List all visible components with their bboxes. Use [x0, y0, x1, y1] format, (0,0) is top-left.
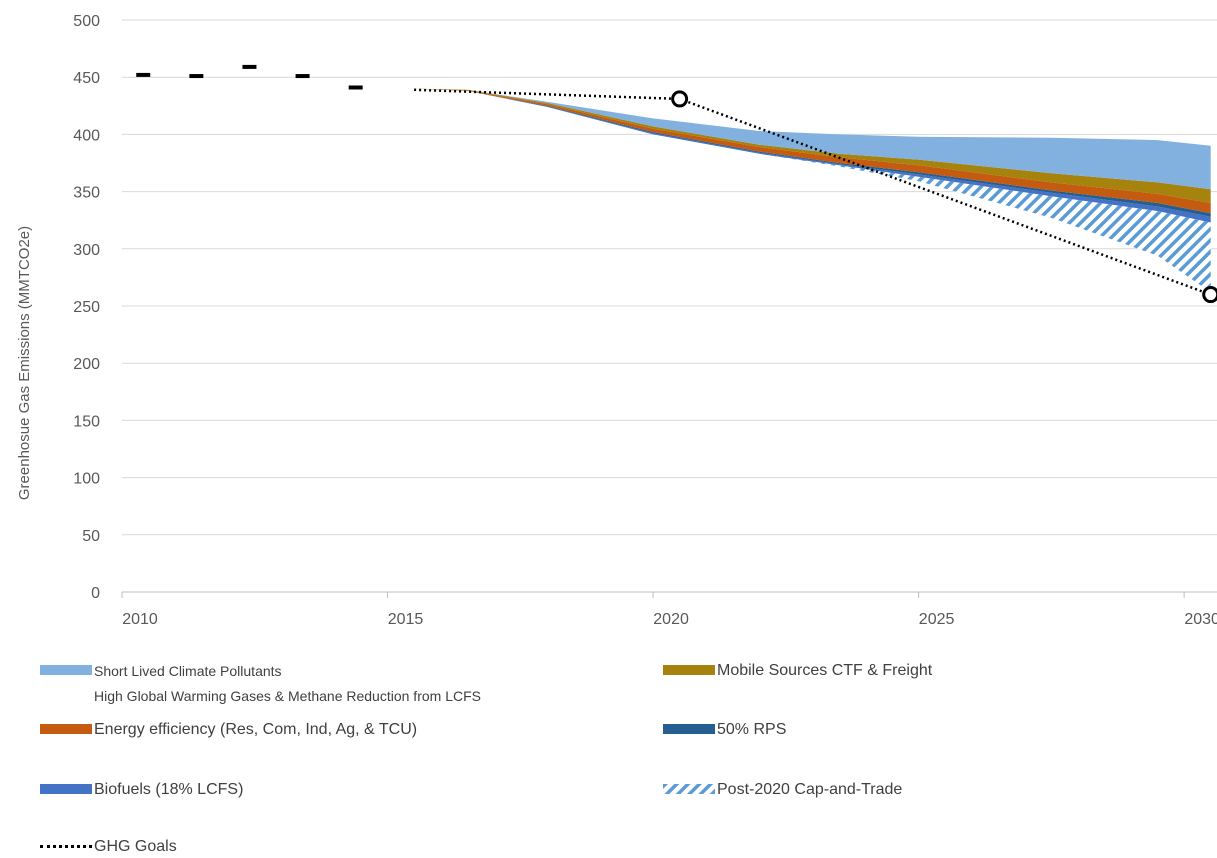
legend-label-rps: 50% RPS [717, 721, 787, 738]
historical-emissions [136, 64, 363, 90]
x-tick-label: 2030 [1184, 611, 1217, 628]
area-3 [414, 88, 1211, 214]
area-5 [414, 88, 1211, 190]
y-axis-title: Greenhosue Gas Emissions (MMTCO2e) [16, 226, 33, 500]
y-tick-label: 0 [91, 585, 100, 602]
y-tick-label: 300 [73, 242, 100, 259]
goal-marker [1202, 286, 1217, 304]
ghg-goals-line [414, 88, 1217, 304]
legend-item-capntrade: Post-2020 Cap-and-Trade [663, 779, 902, 801]
legend-label-slcp: Short Lived Climate Pollutants [94, 663, 282, 679]
stacked-areas [414, 88, 1211, 293]
y-tick-label: 200 [73, 356, 100, 373]
x-tick-label: 2020 [653, 611, 689, 628]
y-tick-label: 400 [73, 127, 100, 144]
legend-label-mobile: Mobile Sources CTF & Freight [717, 662, 933, 679]
legend-label-biofuels: Biofuels (18% LCFS) [94, 781, 244, 798]
legend-label-capntrade: Post-2020 Cap-and-Trade [717, 781, 903, 798]
legend-swatch-capntrade [663, 784, 715, 794]
legend-item-biofuels: Biofuels (18% LCFS) [40, 779, 243, 801]
x-tick-label: 2015 [388, 611, 424, 628]
legend-item-energy: Energy efficiency (Res, Com, Ind, Ag, & … [40, 719, 417, 741]
legend-label-goals: GHG Goals [94, 838, 177, 855]
legend: Short Lived Climate Pollutants High Glob… [0, 655, 1217, 855]
y-tick-label: 100 [73, 471, 100, 488]
y-axis: 0 50 100 150 200 250 300 350 400 450 500 [73, 13, 100, 602]
area-1 [414, 88, 1211, 223]
legend-item-mobile: Mobile Sources CTF & Freight [663, 660, 932, 682]
gridlines [122, 19, 1217, 536]
x-axis: 2010 2015 2020 2025 2030 [121, 591, 1217, 628]
legend-label-slcp-detail: High Global Warming Gases & Methane Redu… [94, 688, 481, 704]
y-tick-label: 150 [73, 413, 100, 430]
y-tick-label: 450 [73, 70, 100, 87]
legend-swatch-mobile [663, 665, 715, 675]
y-tick-label: 350 [73, 185, 100, 202]
x-tick-label: 2025 [919, 611, 955, 628]
goal-marker [671, 90, 689, 108]
legend-item-slcp: Short Lived Climate Pollutants High Glob… [40, 660, 481, 707]
legend-swatch-slcp [40, 665, 92, 675]
legend-item-rps: 50% RPS [663, 719, 786, 741]
x-tick-label: 2010 [122, 611, 158, 628]
legend-swatch-biofuels [40, 784, 92, 794]
legend-label-energy: Energy efficiency (Res, Com, Ind, Ag, & … [94, 721, 418, 738]
legend-swatch-goals [40, 845, 92, 848]
y-tick-label: 500 [73, 13, 100, 30]
y-tick-label: 50 [82, 528, 100, 545]
y-tick-label: 250 [73, 299, 100, 316]
legend-swatch-energy [40, 724, 92, 734]
legend-item-goals: GHG Goals [40, 836, 177, 858]
legend-swatch-rps [663, 724, 715, 734]
emissions-chart: 2010 2015 2020 2025 2030 0 50 100 150 200 250 300 3… [16, 13, 1217, 628]
area-4 [414, 88, 1211, 203]
